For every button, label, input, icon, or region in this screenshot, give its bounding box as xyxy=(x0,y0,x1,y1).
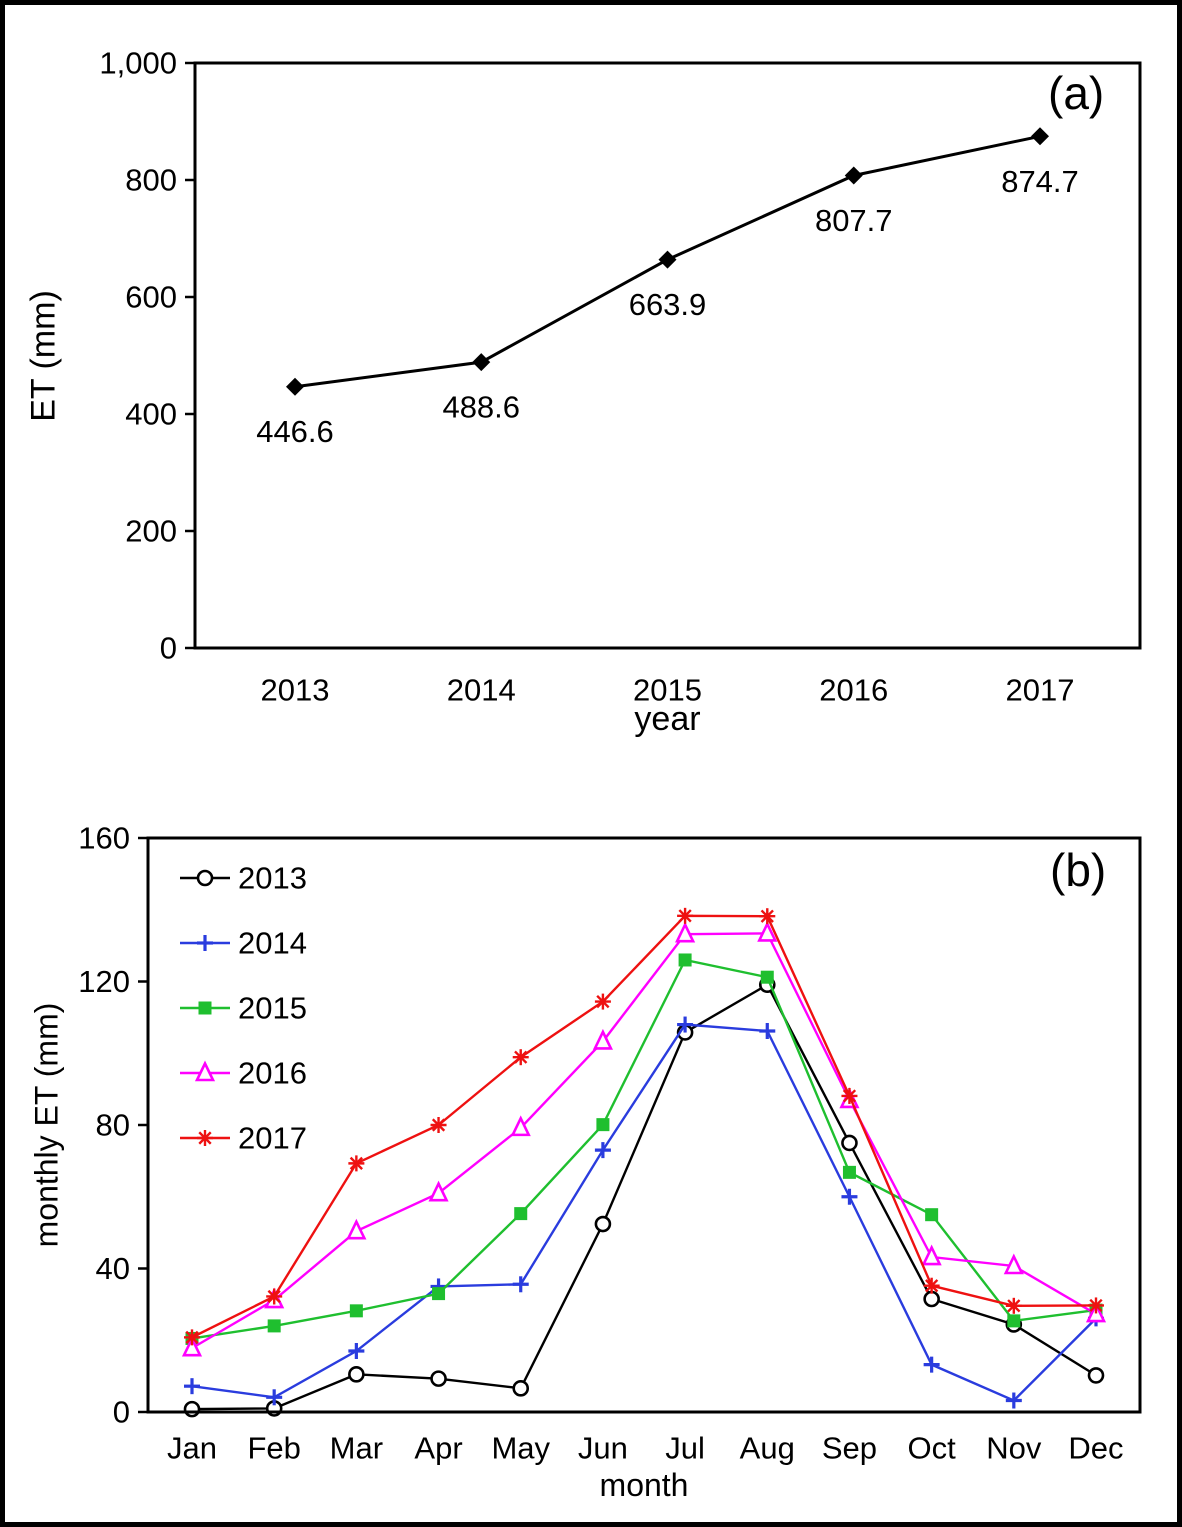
panel-b-y-axis-label: monthly ET (mm) xyxy=(28,1002,65,1248)
svg-text:Aug: Aug xyxy=(740,1431,795,1466)
y-axis: 0 40 80 120 160 xyxy=(78,821,148,1430)
point-label: 446.6 xyxy=(256,414,334,449)
point-label: 663.9 xyxy=(629,287,707,322)
svg-text:120: 120 xyxy=(78,964,130,999)
legend-label: 2014 xyxy=(238,926,307,961)
panel-b: 0 40 80 120 160 Jan Feb Mar Apr May Jun Jul Aug Sep Oc… xyxy=(0,795,1182,1527)
svg-text:Jun: Jun xyxy=(578,1431,628,1466)
svg-text:Jul: Jul xyxy=(665,1431,705,1466)
legend-label: 2017 xyxy=(238,1121,307,1156)
legend: 2013 2014 2015 2016 2017 xyxy=(180,861,307,1156)
svg-text:2017: 2017 xyxy=(1006,673,1075,708)
legend-label: 2016 xyxy=(238,1056,307,1091)
svg-text:Feb: Feb xyxy=(247,1431,300,1466)
svg-text:Sep: Sep xyxy=(822,1431,877,1466)
svg-text:0: 0 xyxy=(113,1395,130,1430)
svg-text:Dec: Dec xyxy=(1068,1431,1123,1466)
annual-et-chart-canvas: 0 200 400 600 800 1,000 2013 2014 2015 2016 2017 44… xyxy=(99,46,1142,708)
panel-b-x-axis-label: month xyxy=(599,1467,689,1503)
point-label: 874.7 xyxy=(1001,164,1079,199)
svg-text:2013: 2013 xyxy=(261,673,330,708)
panel-b-label: (b) xyxy=(1050,844,1107,896)
panel-a-label: (a) xyxy=(1048,67,1105,119)
svg-text:2015: 2015 xyxy=(633,673,702,708)
svg-text:400: 400 xyxy=(125,397,177,432)
svg-text:800: 800 xyxy=(125,163,177,198)
svg-text:600: 600 xyxy=(125,280,177,315)
legend-label: 2015 xyxy=(238,991,307,1026)
series-annual ET: 446.6 488.6 663.9 807.7 874.7 xyxy=(256,127,1079,449)
x-axis: Jan Feb Mar Apr May Jun Jul Aug Sep Oct Nov Dec xyxy=(167,1431,1124,1466)
svg-text:Nov: Nov xyxy=(986,1431,1042,1466)
svg-text:May: May xyxy=(491,1431,550,1466)
series-2015 xyxy=(185,953,1103,1345)
svg-text:Oct: Oct xyxy=(908,1431,957,1466)
svg-text:2016: 2016 xyxy=(819,673,888,708)
svg-text:80: 80 xyxy=(96,1108,130,1143)
x-axis: 2013 2014 2015 2016 2017 xyxy=(261,673,1075,708)
y-axis: 0 200 400 600 800 1,000 xyxy=(99,46,195,666)
point-label: 807.7 xyxy=(815,203,893,238)
svg-text:40: 40 xyxy=(96,1251,130,1286)
monthly-et-chart-canvas: 0 40 80 120 160 Jan Feb Mar Apr May Jun Jul Aug Sep Oc… xyxy=(78,821,1142,1466)
svg-text:Jan: Jan xyxy=(167,1431,217,1466)
svg-text:160: 160 xyxy=(78,821,130,856)
svg-text:2014: 2014 xyxy=(447,673,516,708)
panel-a-y-axis-label: ET (mm) xyxy=(24,290,63,422)
svg-text:200: 200 xyxy=(125,514,177,549)
series-2017 xyxy=(184,907,1104,1346)
series-2016 xyxy=(181,920,1107,1357)
point-label: 488.6 xyxy=(442,390,520,425)
plot-frame xyxy=(146,836,1142,1414)
legend-label: 2013 xyxy=(238,861,307,896)
svg-text:Apr: Apr xyxy=(414,1431,462,1466)
svg-text:Mar: Mar xyxy=(330,1431,383,1466)
panel-a: 0 200 400 600 800 1,000 2013 2014 2015 2016 2017 44… xyxy=(24,46,1142,738)
series-2014 xyxy=(184,1016,1104,1409)
svg-text:1,000: 1,000 xyxy=(99,46,177,81)
svg-text:0: 0 xyxy=(160,631,177,666)
plot-frame xyxy=(193,61,1142,650)
panel-a-x-axis-label: year xyxy=(634,700,701,738)
